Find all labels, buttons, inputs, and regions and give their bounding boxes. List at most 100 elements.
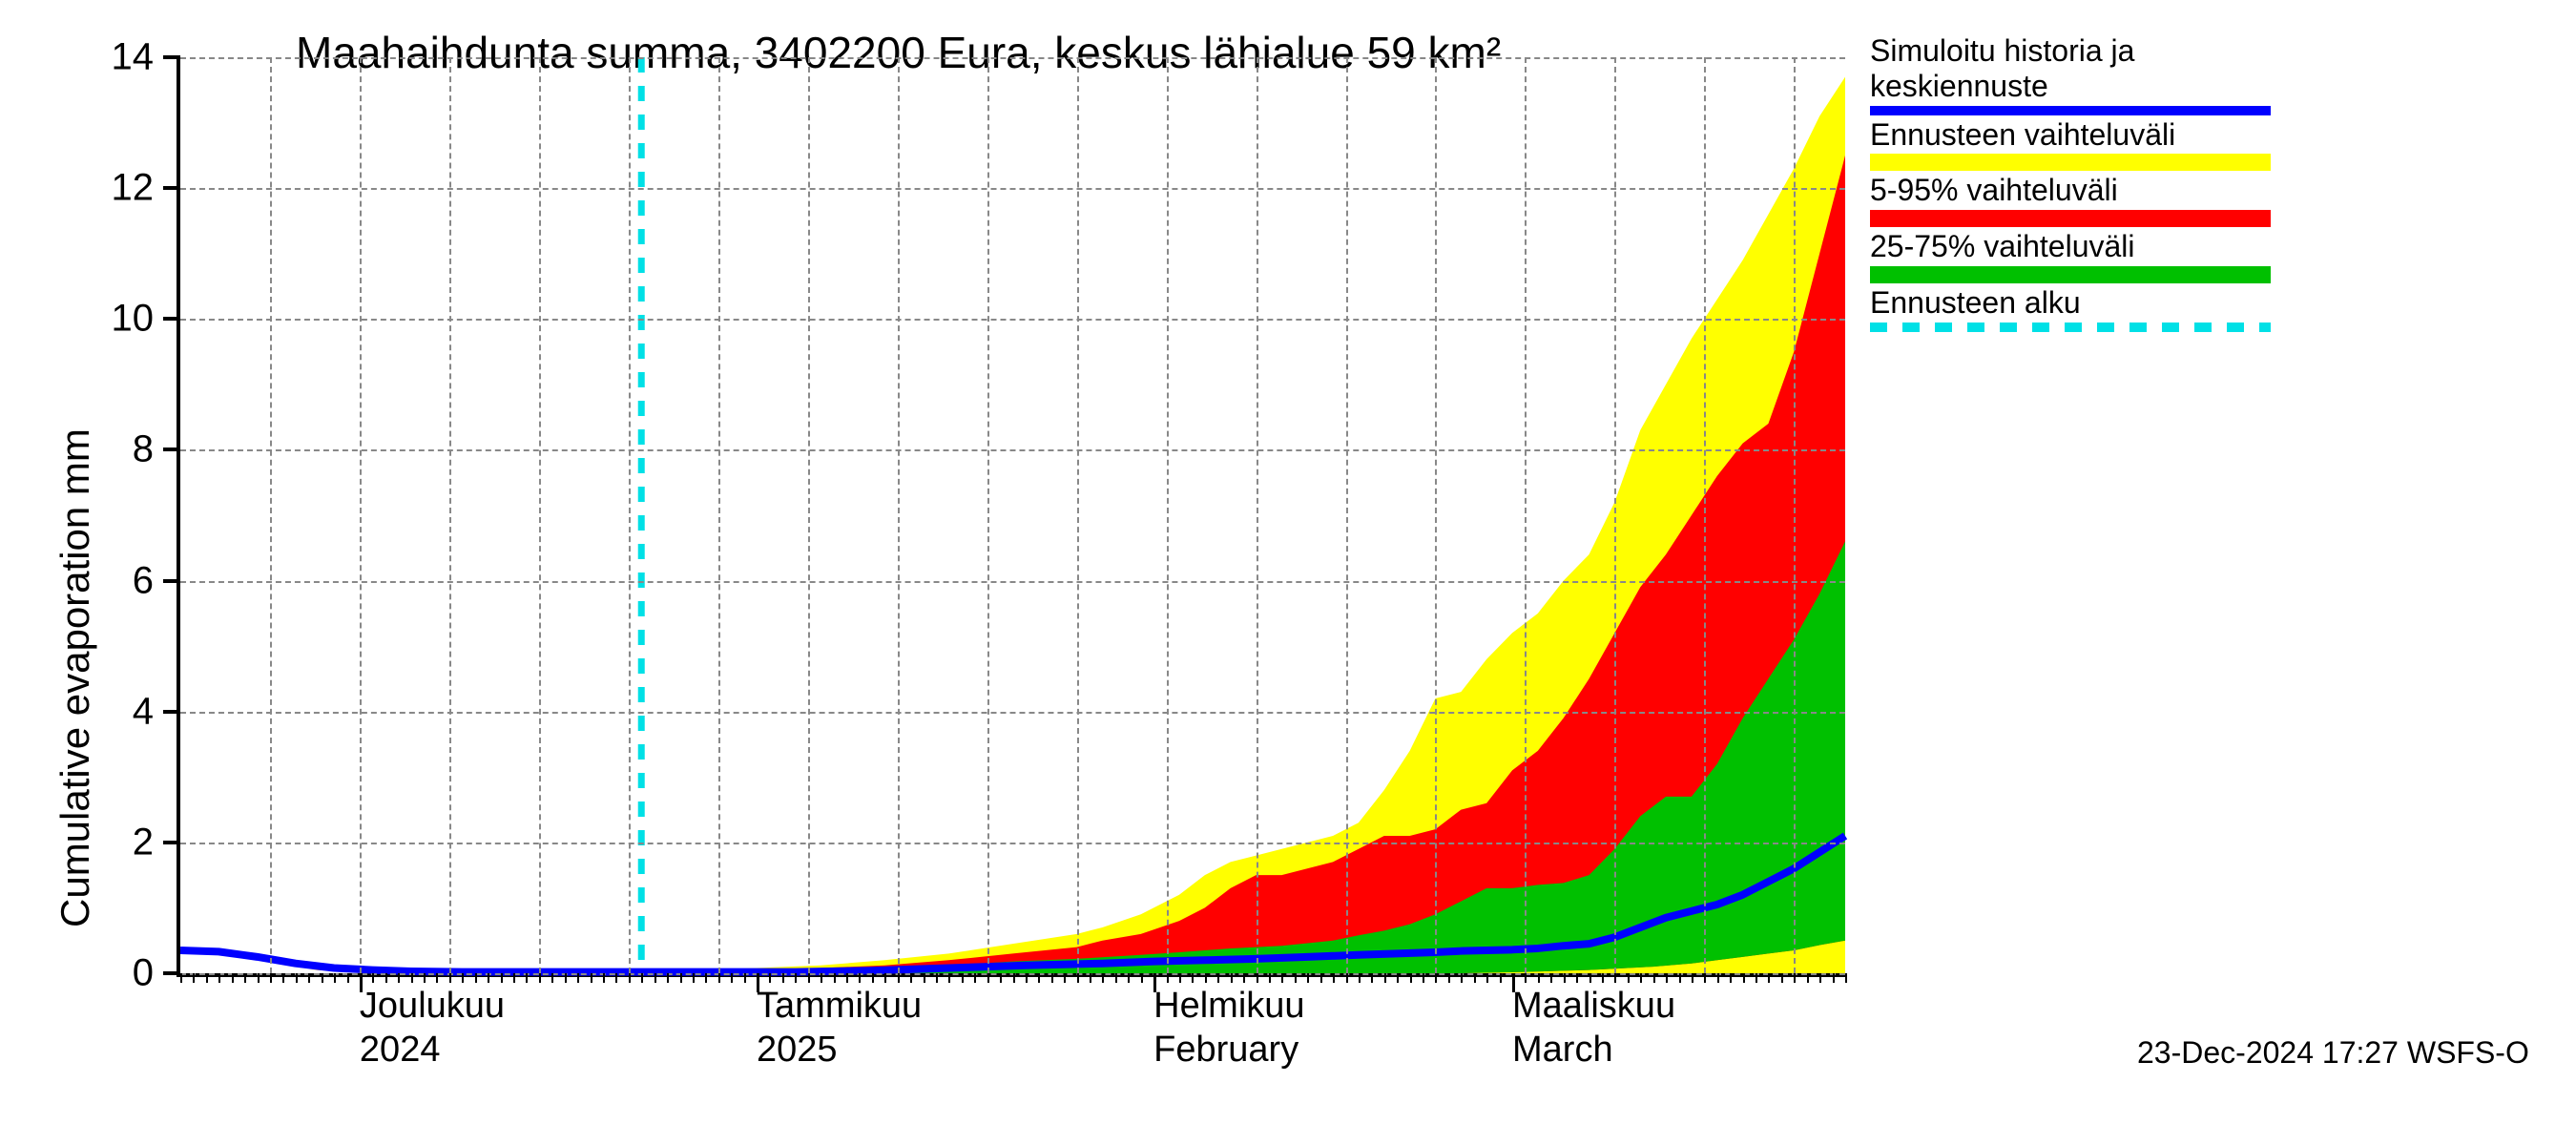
legend-label: 5-95% vaihteluväli (1870, 173, 2271, 208)
y-tick-label: 10 (112, 298, 181, 341)
x-tick-label: Joulukuu2024 (360, 973, 505, 1072)
x-minor-tick (1679, 973, 1681, 983)
x-minor-tick (206, 973, 208, 983)
x-minor-tick (232, 973, 234, 983)
grid-line-h (180, 581, 1845, 583)
x-minor-tick (641, 973, 643, 983)
x-minor-tick (1410, 973, 1412, 983)
x-minor-tick (1461, 973, 1463, 983)
y-tick-label: 12 (112, 167, 181, 210)
legend-swatch (1870, 323, 2271, 332)
x-minor-tick (731, 973, 733, 983)
legend-swatch (1870, 266, 2271, 283)
legend-label: Simuloitu historia jakeskiennuste (1870, 33, 2271, 104)
x-minor-tick (322, 973, 323, 983)
chart-svg (180, 57, 1845, 973)
legend-label: Ennusteen alku (1870, 285, 2271, 321)
x-minor-tick (1435, 973, 1437, 983)
x-minor-tick (1717, 973, 1719, 983)
y-tick-label: 2 (133, 821, 180, 864)
grid-line-v (898, 57, 900, 973)
x-minor-tick (705, 973, 707, 983)
plot-area: 02468101214Joulukuu2024Tammikuu2025Helmi… (177, 57, 1845, 977)
x-minor-tick (1743, 973, 1745, 983)
x-minor-tick (1730, 973, 1732, 983)
x-minor-tick (1704, 973, 1706, 983)
x-minor-tick (1474, 973, 1476, 983)
grid-line-h (180, 449, 1845, 451)
x-tick-label: HelmikuuFebruary (1153, 973, 1304, 1072)
grid-line-v (1704, 57, 1706, 973)
x-minor-tick (744, 973, 746, 983)
x-minor-tick (1026, 973, 1028, 983)
x-minor-tick (1051, 973, 1053, 983)
x-minor-tick (1807, 973, 1809, 983)
footer-timestamp: 23-Dec-2024 17:27 WSFS-O (2137, 1035, 2529, 1071)
x-minor-tick (1102, 973, 1104, 983)
x-minor-tick (654, 973, 656, 983)
x-minor-tick (244, 973, 246, 983)
x-minor-tick (1128, 973, 1130, 983)
x-minor-tick (1090, 973, 1091, 983)
x-minor-tick (962, 973, 964, 983)
grid-line-v (270, 57, 272, 973)
x-minor-tick (270, 973, 272, 983)
y-tick-label: 14 (112, 36, 181, 79)
x-minor-tick (1115, 973, 1117, 983)
x-minor-tick (258, 973, 260, 983)
legend-label: Ennusteen vaihteluväli (1870, 117, 2271, 153)
x-minor-tick (924, 973, 925, 983)
x-minor-tick (680, 973, 682, 983)
grid-line-h (180, 57, 1845, 59)
grid-line-v (539, 57, 541, 973)
x-minor-tick (1768, 973, 1770, 983)
x-minor-tick (948, 973, 950, 983)
x-minor-tick (551, 973, 553, 983)
x-minor-tick (308, 973, 310, 983)
grid-line-v (1077, 57, 1079, 973)
grid-line-v (808, 57, 810, 973)
x-minor-tick (1819, 973, 1821, 983)
y-tick-label: 0 (133, 952, 180, 995)
x-minor-tick (1448, 973, 1450, 983)
x-minor-tick (1486, 973, 1488, 983)
grid-line-v (1614, 57, 1616, 973)
x-minor-tick (1346, 973, 1348, 983)
grid-line-v (629, 57, 631, 973)
grid-line-v (1435, 57, 1437, 973)
x-minor-tick (1384, 973, 1386, 983)
x-minor-tick (1371, 973, 1373, 983)
x-minor-tick (1845, 973, 1847, 983)
legend-swatch (1870, 106, 2271, 115)
y-tick-label: 4 (133, 690, 180, 733)
legend-item: Ennusteen vaihteluväli (1870, 117, 2271, 172)
x-minor-tick (334, 973, 336, 983)
legend-item: Ennusteen alku (1870, 285, 2271, 332)
x-minor-tick (1500, 973, 1502, 983)
x-minor-tick (591, 973, 592, 983)
grid-line-h (180, 319, 1845, 321)
x-minor-tick (539, 973, 541, 983)
grid-line-v (987, 57, 989, 973)
x-minor-tick (1833, 973, 1835, 983)
x-minor-tick (693, 973, 695, 983)
grid-line-v (1346, 57, 1348, 973)
x-minor-tick (296, 973, 298, 983)
legend: Simuloitu historia jakeskiennuste Ennuste… (1870, 33, 2271, 332)
figure: Maahaihdunta summa, 3402200 Eura, keskus… (0, 0, 2576, 1145)
x-minor-tick (565, 973, 567, 983)
x-minor-tick (1781, 973, 1783, 983)
legend-item: 5-95% vaihteluväli (1870, 173, 2271, 227)
x-minor-tick (936, 973, 938, 983)
grid-line-v (718, 57, 720, 973)
x-tick-label: MaaliskuuMarch (1512, 973, 1675, 1072)
grid-line-h (180, 712, 1845, 714)
y-axis-label: Cumulative evaporation mm (52, 428, 98, 927)
x-minor-tick (1013, 973, 1015, 983)
x-minor-tick (667, 973, 669, 983)
x-minor-tick (1794, 973, 1796, 983)
x-minor-tick (526, 973, 528, 983)
legend-label: 25-75% vaihteluväli (1870, 229, 2271, 264)
legend-item: 25-75% vaihteluväli (1870, 229, 2271, 283)
x-minor-tick (615, 973, 617, 983)
